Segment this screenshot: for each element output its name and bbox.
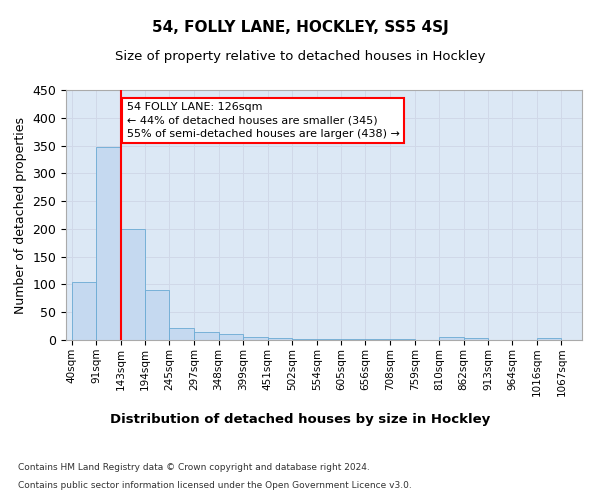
Bar xyxy=(439,336,464,340)
Text: 54 FOLLY LANE: 126sqm
← 44% of detached houses are smaller (345)
55% of semi-det: 54 FOLLY LANE: 126sqm ← 44% of detached … xyxy=(127,102,400,139)
Bar xyxy=(464,338,488,340)
Bar xyxy=(96,146,121,340)
Y-axis label: Number of detached properties: Number of detached properties xyxy=(14,116,27,314)
Bar xyxy=(72,282,96,340)
Text: Contains HM Land Registry data © Crown copyright and database right 2024.: Contains HM Land Registry data © Crown c… xyxy=(18,464,370,472)
Bar xyxy=(292,339,317,340)
Bar xyxy=(218,334,243,340)
Text: Size of property relative to detached houses in Hockley: Size of property relative to detached ho… xyxy=(115,50,485,63)
Bar xyxy=(145,290,169,340)
Text: Distribution of detached houses by size in Hockley: Distribution of detached houses by size … xyxy=(110,412,490,426)
Bar xyxy=(243,337,268,340)
Bar xyxy=(537,338,562,340)
Bar xyxy=(121,229,145,340)
Text: 54, FOLLY LANE, HOCKLEY, SS5 4SJ: 54, FOLLY LANE, HOCKLEY, SS5 4SJ xyxy=(152,20,448,35)
Bar xyxy=(194,332,218,340)
Bar xyxy=(169,328,194,340)
Text: Contains public sector information licensed under the Open Government Licence v3: Contains public sector information licen… xyxy=(18,481,412,490)
Bar xyxy=(268,338,292,340)
